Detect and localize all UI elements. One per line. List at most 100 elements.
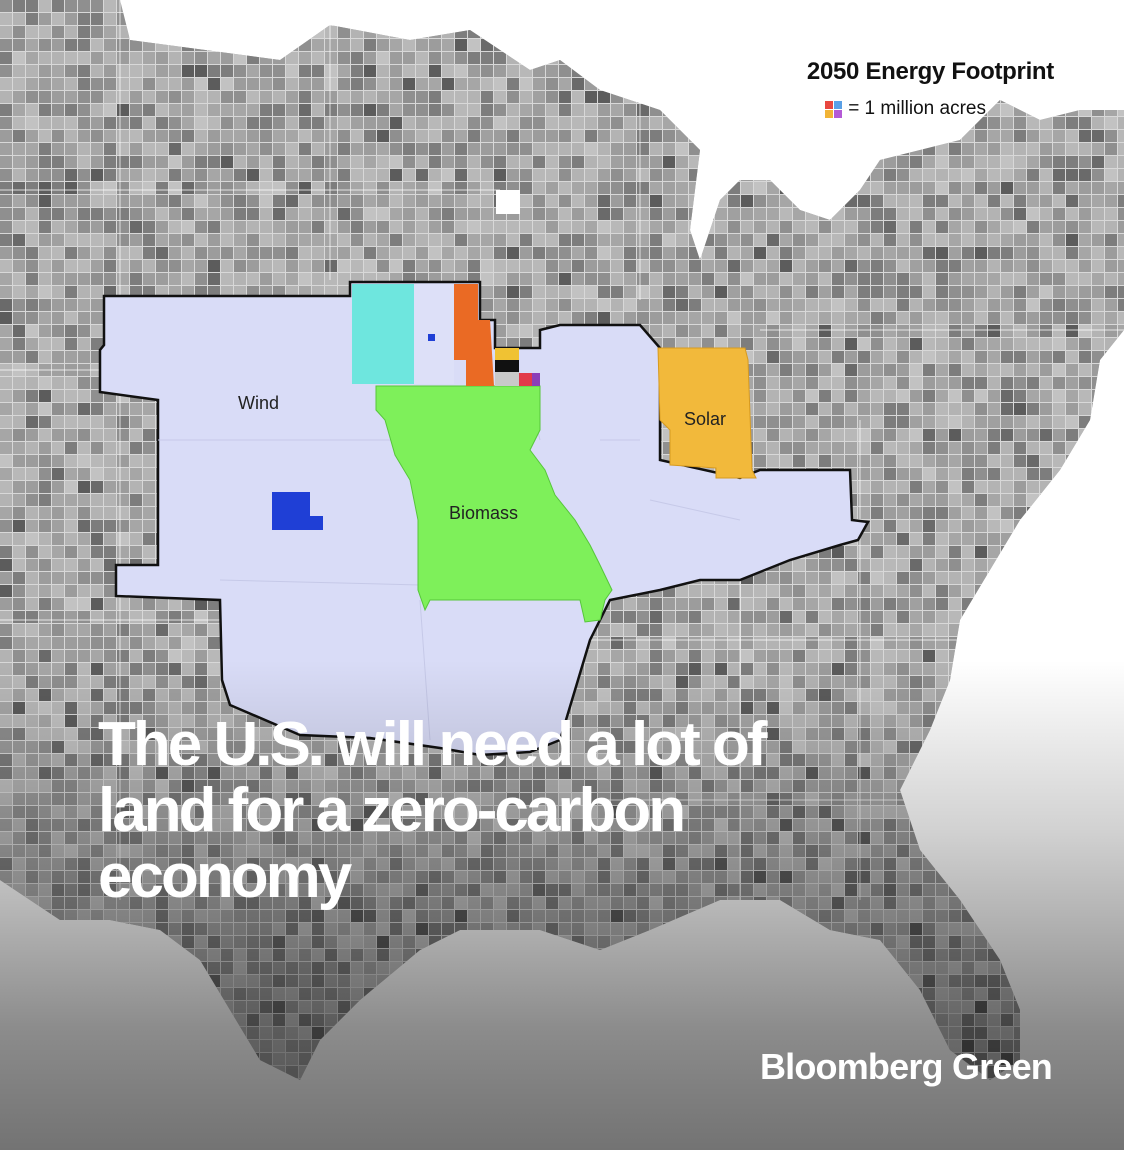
grid-cell [182, 195, 194, 207]
grid-cell [572, 273, 584, 285]
grid-cell [78, 169, 90, 181]
grid-cell [78, 234, 90, 246]
grid-cell [26, 390, 38, 402]
grid-cell [962, 494, 974, 506]
grid-cell [897, 520, 909, 532]
grid-cell [156, 208, 168, 220]
grid-cell [65, 481, 77, 493]
grid-cell [871, 299, 883, 311]
grid-cell [364, 260, 376, 272]
grid-cell [910, 611, 922, 623]
grid-cell [52, 234, 64, 246]
grid-cell [195, 689, 207, 701]
grid-cell [923, 546, 935, 558]
grid-cell [39, 325, 51, 337]
grid-cell [117, 156, 129, 168]
grid-cell [91, 234, 103, 246]
grid-cell [1079, 507, 1091, 519]
grid-cell [52, 299, 64, 311]
grid-cell [767, 624, 779, 636]
grid-cell [52, 26, 64, 38]
grid-cell [481, 143, 493, 155]
grid-cell [741, 182, 753, 194]
grid-cell [221, 104, 233, 116]
grid-cell [260, 78, 272, 90]
grid-cell [806, 429, 818, 441]
grid-cell [949, 442, 961, 454]
grid-cell [169, 663, 181, 675]
grid-cell [117, 52, 129, 64]
grid-cell [780, 0, 792, 12]
grid-cell [741, 195, 753, 207]
grid-cell [1118, 65, 1124, 77]
grid-cell [468, 26, 480, 38]
grid-cell [91, 598, 103, 610]
grid-cell [78, 585, 90, 597]
grid-cell [52, 455, 64, 467]
grid-cell [1066, 286, 1078, 298]
grid-cell [832, 338, 844, 350]
grid-cell [728, 169, 740, 181]
grid-cell [1027, 715, 1039, 727]
grid-cell [546, 234, 558, 246]
grid-cell [65, 351, 77, 363]
grid-cell [312, 104, 324, 116]
grid-cell [78, 416, 90, 428]
grid-cell [39, 481, 51, 493]
grid-cell [559, 39, 571, 51]
grid-cell [1105, 39, 1117, 51]
grid-cell [0, 325, 12, 337]
grid-cell [1118, 663, 1124, 675]
grid-cell [325, 221, 337, 233]
grid-cell [936, 416, 948, 428]
grid-cell [208, 234, 220, 246]
grid-cell [754, 26, 766, 38]
grid-cell [650, 286, 662, 298]
grid-cell [208, 273, 220, 285]
grid-cell [0, 286, 12, 298]
grid-cell [1001, 403, 1013, 415]
grid-cell [598, 676, 610, 688]
grid-cell [468, 0, 480, 12]
grid-cell [897, 468, 909, 480]
grid-cell [858, 403, 870, 415]
grid-cell [143, 481, 155, 493]
grid-cell [208, 650, 220, 662]
grid-cell [962, 208, 974, 220]
grid-cell [910, 130, 922, 142]
grid-cell [780, 338, 792, 350]
grid-cell [611, 52, 623, 64]
grid-cell [624, 260, 636, 272]
grid-cell [1092, 728, 1104, 740]
grid-cell [1105, 0, 1117, 12]
grid-cell [130, 637, 142, 649]
grid-cell [299, 78, 311, 90]
grid-cell [117, 273, 129, 285]
grid-cell [520, 26, 532, 38]
grid-cell [520, 325, 532, 337]
grid-cell [104, 26, 116, 38]
grid-cell [52, 117, 64, 129]
grid-cell [871, 325, 883, 337]
grid-cell [598, 637, 610, 649]
grid-cell [585, 52, 597, 64]
grid-cell [754, 637, 766, 649]
grid-cell [910, 559, 922, 571]
grid-cell [871, 676, 883, 688]
grid-cell [1118, 26, 1124, 38]
grid-cell [897, 0, 909, 12]
grid-cell [676, 650, 688, 662]
grid-cell [1105, 520, 1117, 532]
grid-cell [767, 26, 779, 38]
grid-cell [689, 143, 701, 155]
grid-cell [637, 39, 649, 51]
grid-cell [910, 182, 922, 194]
grid-cell [793, 156, 805, 168]
grid-cell [793, 416, 805, 428]
grid-cell [1118, 117, 1124, 129]
grid-cell [130, 546, 142, 558]
grid-cell [143, 156, 155, 168]
grid-cell [338, 39, 350, 51]
grid-cell [949, 494, 961, 506]
grid-cell [338, 156, 350, 168]
